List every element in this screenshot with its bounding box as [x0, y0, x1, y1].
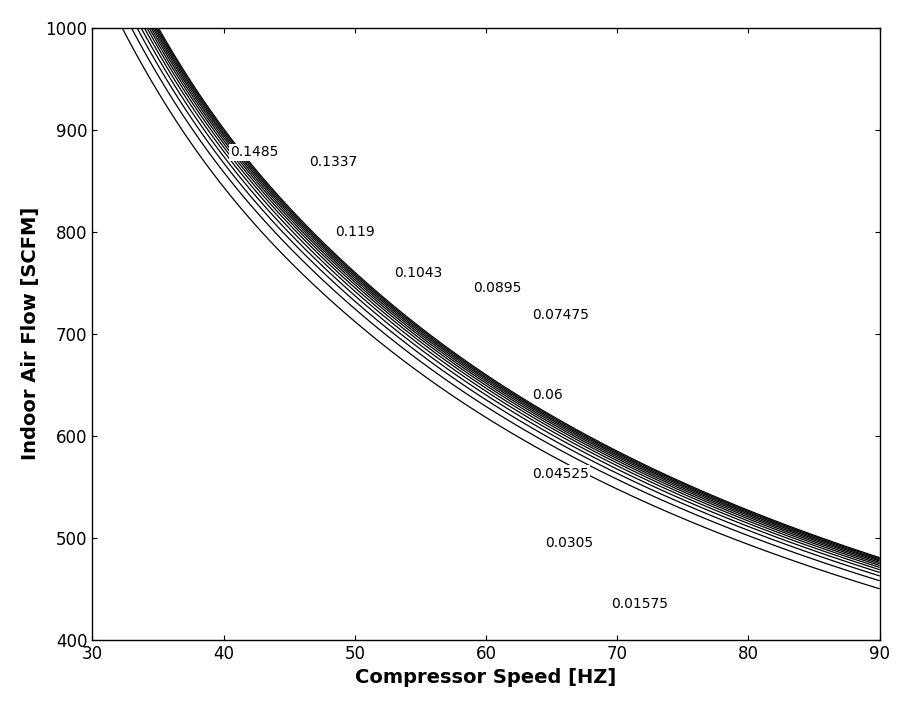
Text: 0.119: 0.119 — [335, 225, 374, 239]
X-axis label: Compressor Speed [HZ]: Compressor Speed [HZ] — [355, 668, 617, 687]
Text: 0.1043: 0.1043 — [394, 266, 443, 280]
Text: 0.04525: 0.04525 — [532, 467, 589, 481]
Y-axis label: Indoor Air Flow [SCFM]: Indoor Air Flow [SCFM] — [21, 207, 40, 460]
Text: 0.06: 0.06 — [532, 388, 563, 402]
Text: 0.01575: 0.01575 — [610, 597, 668, 611]
Text: 0.1337: 0.1337 — [309, 156, 357, 169]
Text: 0.0305: 0.0305 — [545, 536, 593, 550]
Text: 0.0895: 0.0895 — [473, 281, 521, 295]
Text: 0.07475: 0.07475 — [532, 309, 589, 322]
Text: 0.1485: 0.1485 — [230, 145, 279, 159]
